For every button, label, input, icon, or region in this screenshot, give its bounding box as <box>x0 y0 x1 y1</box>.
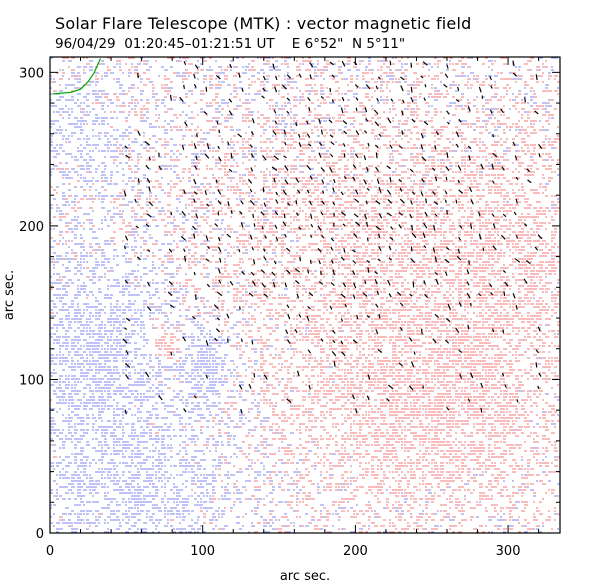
x-tick-label: 200 <box>343 544 368 559</box>
x-tick-label: 0 <box>46 544 54 559</box>
y-tick-label: 200 <box>19 220 44 235</box>
y-tick-label: 100 <box>19 373 44 388</box>
x-tick-label: 100 <box>190 544 215 559</box>
magnetic-field-vectors <box>122 60 543 415</box>
negative-polarity-pixels <box>50 57 560 533</box>
y-axis-title: arc sec. <box>2 270 17 320</box>
positive-polarity-pixels <box>50 57 560 533</box>
chart-subtitle: 96/04/29 01:20:45–01:21:51 UT E 6°52" N … <box>55 36 406 52</box>
y-tick-labels: 0 100 200 300 <box>19 66 44 542</box>
x-tick-labels: 0 100 200 300 <box>46 544 521 559</box>
plot-frame <box>49 56 561 534</box>
y-tick-label: 300 <box>19 66 44 81</box>
magnetogram-pixels <box>50 57 560 533</box>
y-tick-label: 0 <box>36 527 44 542</box>
contour-line <box>53 58 101 95</box>
chart-title: Solar Flare Telescope (MTK) : vector mag… <box>55 14 472 33</box>
x-tick-label: 300 <box>496 544 521 559</box>
axis-ticks <box>49 57 560 534</box>
x-axis-title: arc sec. <box>280 569 330 584</box>
vector-dashes <box>122 60 543 415</box>
